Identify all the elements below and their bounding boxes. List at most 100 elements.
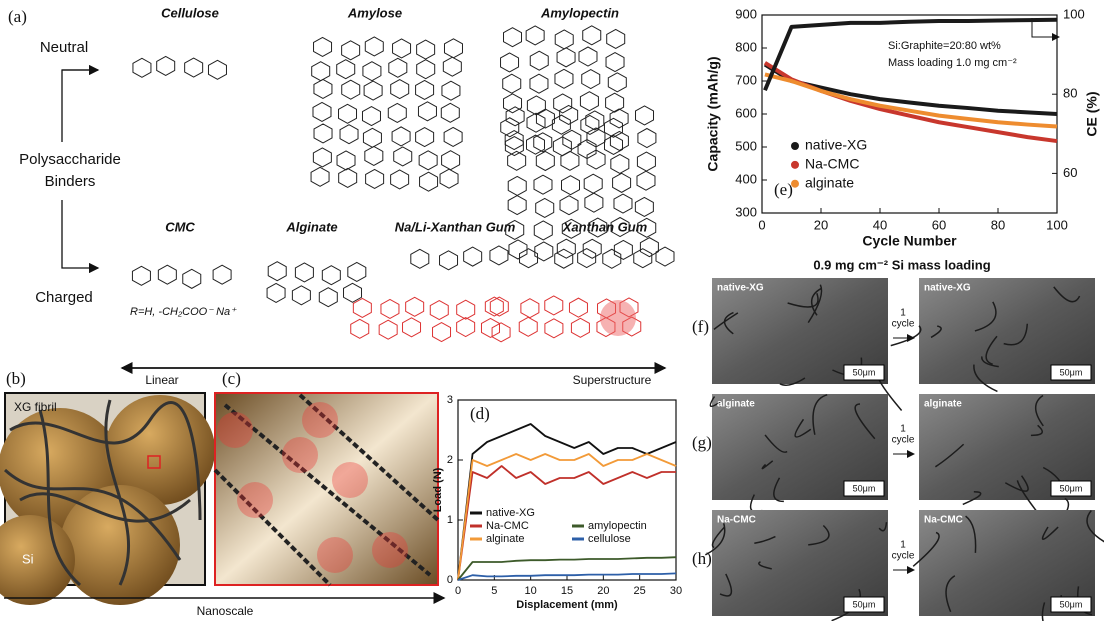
molecule-ring [585,193,603,212]
molecule-ring [444,127,462,146]
molecule-ring [337,60,355,79]
molecule-ring [501,53,519,72]
molecule-name: Na/Li-Xanthan Gum [395,219,516,234]
molecule-ring [503,74,521,93]
x-tick-label: 60 [932,217,946,232]
sem-label: Na-CMC [924,515,963,526]
molecule-ring [557,48,575,67]
molecule-ring [416,128,434,147]
group-label: Neutral [40,39,88,56]
molecule-ring [508,176,526,195]
x-tick-label: 10 [525,585,537,597]
molecule-ring [614,194,632,213]
highlight [332,462,368,498]
molecule-ring [604,135,622,154]
molecule-ring [583,26,601,45]
molecule-ring [133,58,151,77]
molecule-ring [613,173,631,192]
molecule-ring [391,170,409,189]
molecule-ring [314,124,332,143]
molecule-ring [389,58,407,77]
scale-bar: 50μm [853,483,876,493]
molecule-ring [365,146,383,165]
molecule-structures [132,26,674,342]
molecule-name: Amylopectin [540,5,619,20]
scale-label: Linear [145,373,178,387]
group-label: Polysaccharide [19,151,121,168]
x-tick-label: 5 [491,585,497,597]
y2-axis-title: CE (%) [1084,91,1100,136]
scale-bar: 50μm [1060,483,1083,493]
x-tick-label: 15 [561,585,573,597]
legend-label: cellulose [588,533,631,545]
arrow-label: cycle [892,319,915,330]
group-label: Binders [45,173,96,190]
highlight [600,300,636,336]
molecule-ring [313,102,331,121]
molecule-ring [381,299,399,318]
molecule-ring [464,247,482,266]
molecule-ring [208,60,226,79]
highlight [282,437,318,473]
molecule-ring [536,151,554,170]
molecule-ring [443,57,461,76]
molecule-ring [509,240,527,259]
sem-label: native-XG [717,283,764,294]
highlight [237,482,273,518]
y-tick-label: 500 [735,138,757,153]
image-label: XG fibril [14,400,57,414]
y-tick-label: 700 [735,72,757,87]
molecule-ring [608,73,626,92]
molecule-ring [417,40,435,59]
molecule-ring [636,106,654,125]
molecule-ring [342,41,360,60]
molecule-ring [364,81,382,100]
x-tick-label: 30 [670,585,682,597]
molecule-ring [319,288,337,307]
arrow-label: cycle [892,551,915,562]
molecule-ring [442,151,460,170]
y-tick-label: 2 [447,454,453,466]
molecule-ring [406,297,424,316]
highlight [317,537,353,573]
series-line [765,20,1057,90]
molecule-ring [157,56,175,75]
molecule-ring [603,249,621,268]
scale-bar: 50μm [853,599,876,609]
scale-bar: 50μm [1060,367,1083,377]
molecule-ring [416,80,434,99]
molecule-ring [584,174,602,193]
molecule-ring [393,39,411,58]
panel-label: (a) [8,7,27,26]
molecule-ring [363,62,381,81]
molecule-ring [420,172,438,191]
highlight [217,412,253,448]
molecule-ring [501,118,519,137]
molecule-ring [433,323,451,342]
series-line [765,65,1057,115]
legend-label: alginate [486,533,525,545]
molecule-ring [637,171,655,190]
molecule-ring [411,249,429,268]
molecule-name: Cellulose [161,5,219,20]
molecule-ring [419,151,437,170]
molecule-ring [342,80,360,99]
legend-label: amylopectin [588,520,647,532]
arrow-label: 1 [900,308,906,319]
molecule-ring [267,283,285,302]
molecule-ring [351,319,369,338]
panel-label: (c) [222,369,241,388]
molecule-ring [158,265,176,284]
molecule-ring [213,265,231,284]
series-line [458,424,676,580]
molecule-name: Amylose [347,5,402,20]
molecule-ring [492,323,510,342]
molecule-ring [534,221,552,240]
molecule-ring [417,60,435,79]
legend-swatch [791,161,799,169]
annotation: Si:Graphite=20:80 wt% [888,40,1001,52]
x-tick-label: 20 [597,585,609,597]
series-line [765,74,1057,126]
molecule-ring [530,74,548,93]
molecule-ring [490,246,508,265]
